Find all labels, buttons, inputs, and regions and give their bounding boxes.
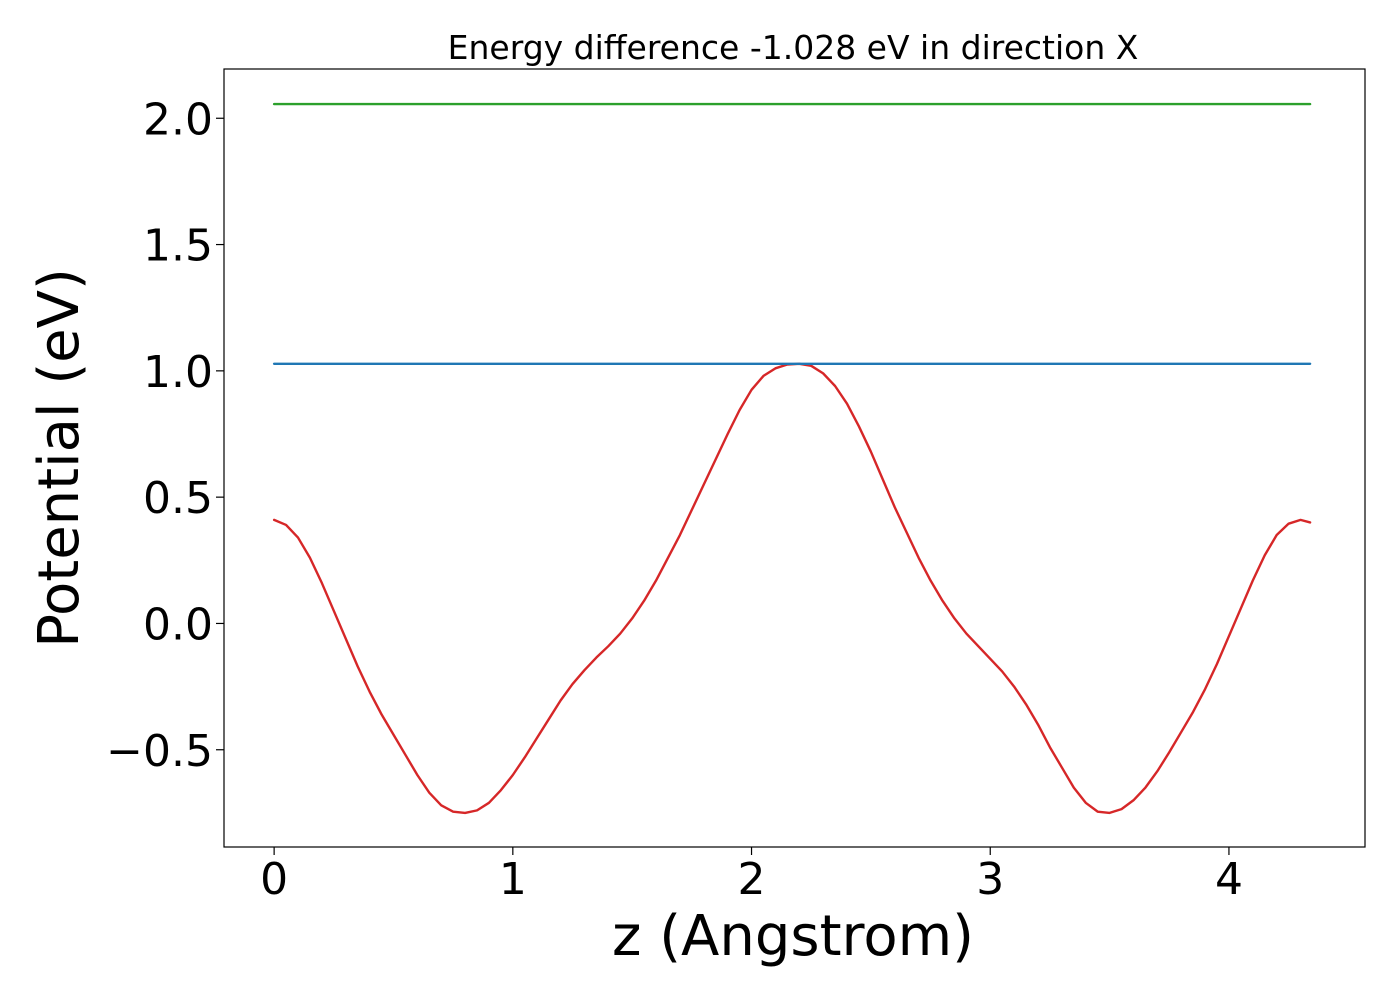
x-tick-label: 0 bbox=[260, 854, 288, 905]
y-axis-ticks: −0.5 0.0 0.5 1.0 1.5 2.0 bbox=[106, 94, 224, 777]
x-tick-label: 2 bbox=[738, 854, 766, 905]
y-tick-label: 1.0 bbox=[143, 347, 213, 398]
x-axis-ticks: 0 1 2 3 4 bbox=[260, 847, 1243, 905]
y-tick-label: −0.5 bbox=[106, 726, 213, 777]
x-axis-label: z (Angstrom) bbox=[612, 904, 974, 969]
plot-series bbox=[272, 102, 1312, 815]
y-axis-label: Potential (eV) bbox=[27, 268, 92, 648]
x-tick-label: 3 bbox=[976, 854, 1004, 905]
x-tick-label: 4 bbox=[1215, 854, 1243, 905]
y-tick-label: 2.0 bbox=[143, 94, 213, 145]
series-potential-curve bbox=[272, 362, 1312, 815]
x-tick-label: 1 bbox=[499, 854, 527, 905]
y-tick-label: 0.5 bbox=[143, 473, 213, 524]
y-tick-label: 1.5 bbox=[143, 221, 213, 272]
plot-area-frame bbox=[223, 68, 1366, 848]
y-tick-label: 0.0 bbox=[143, 599, 213, 650]
chart-title: Energy difference -1.028 eV in direction… bbox=[448, 28, 1139, 67]
